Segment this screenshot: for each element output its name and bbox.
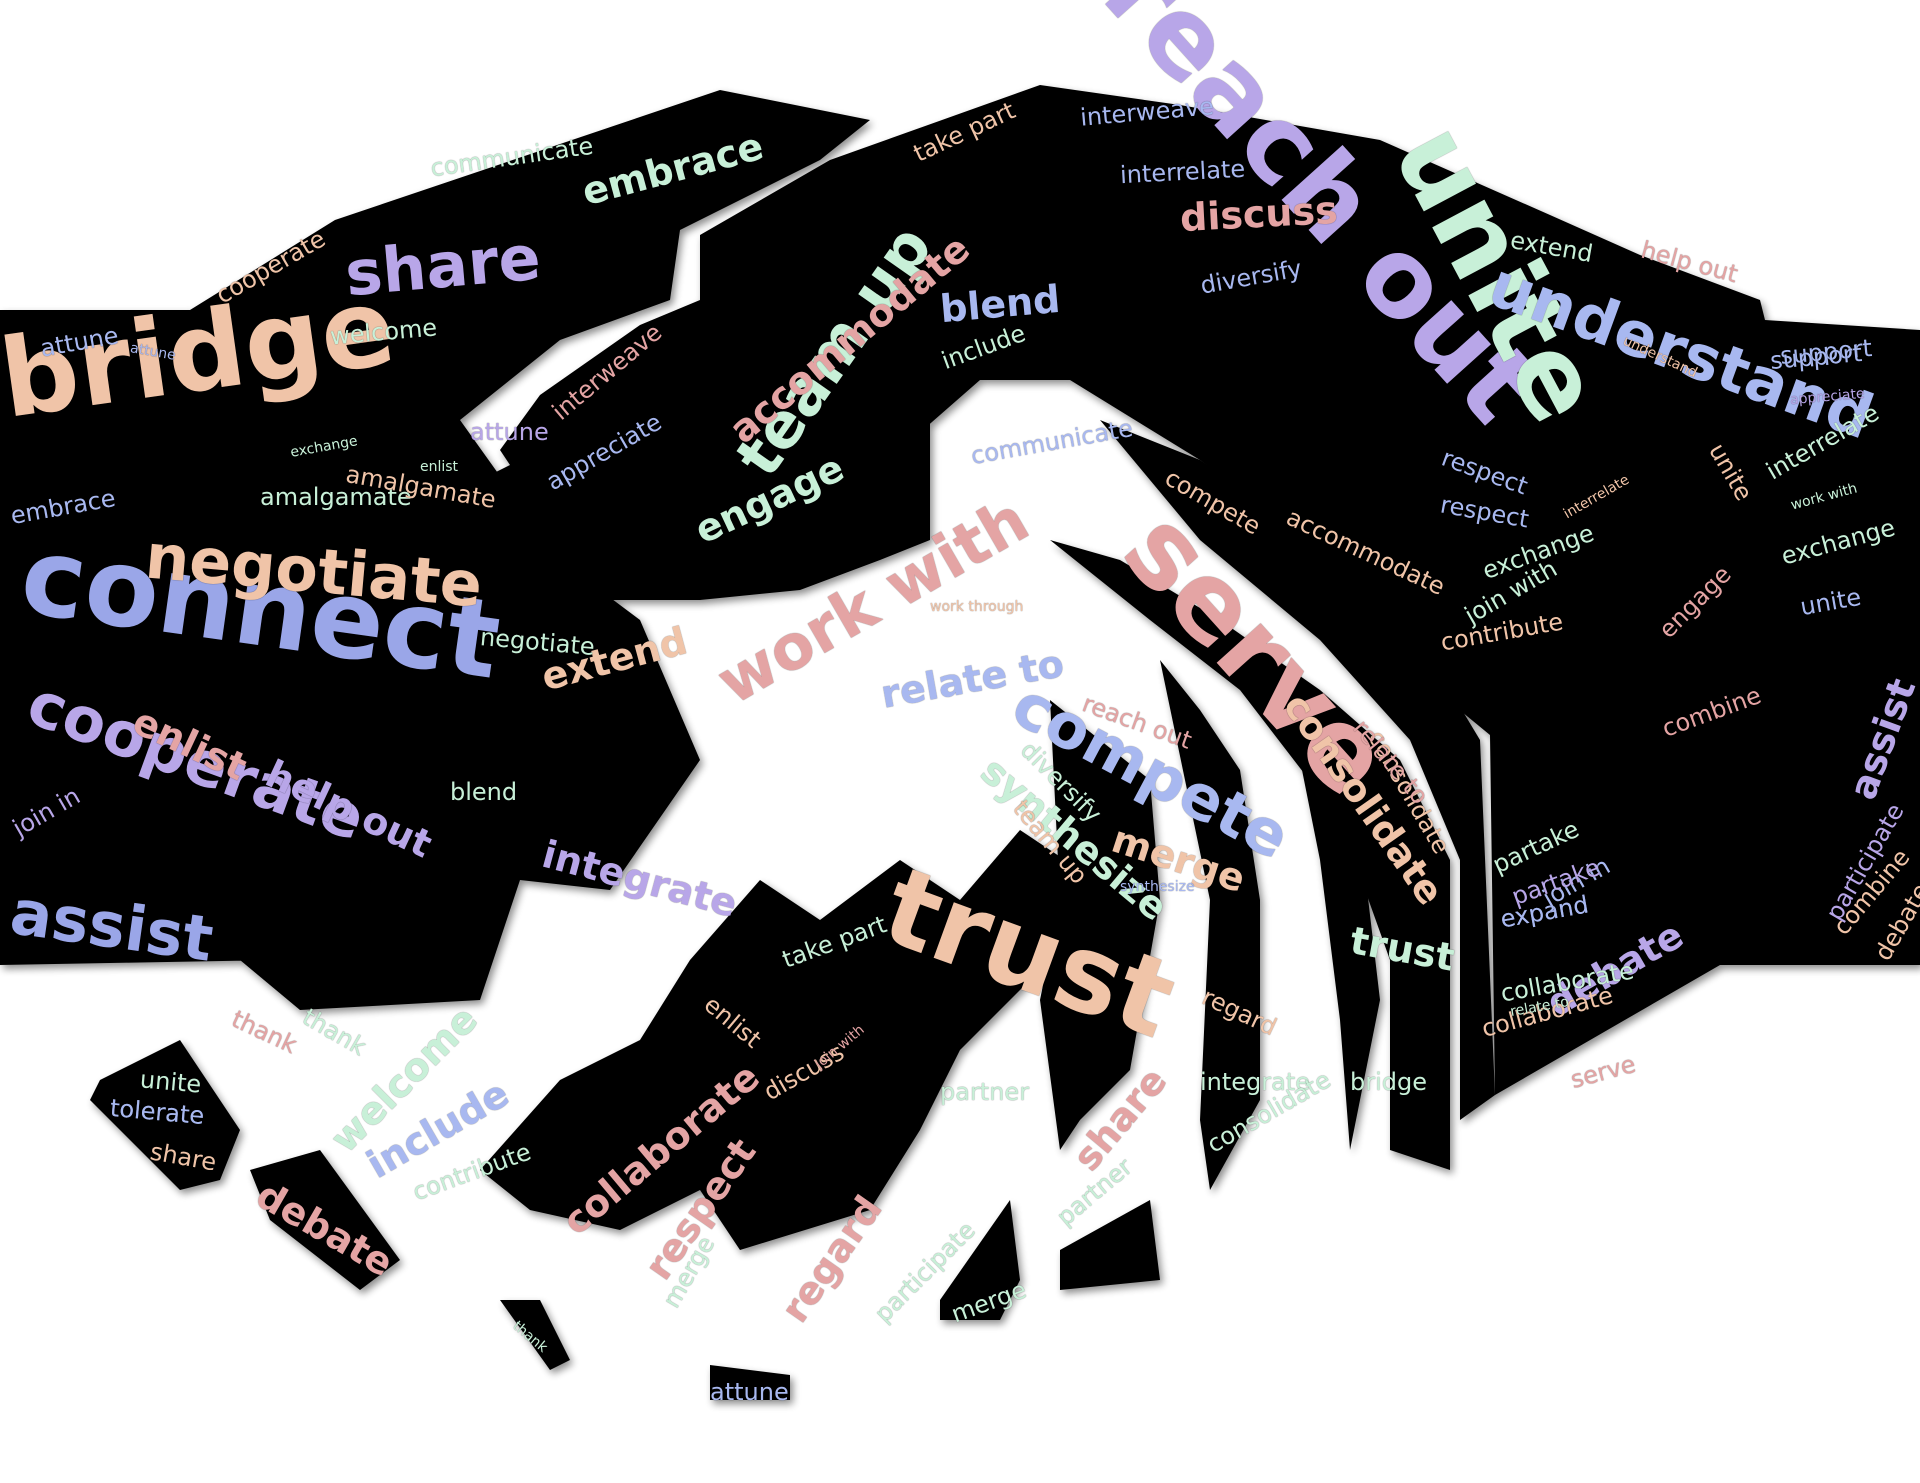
fragment-shape-3 bbox=[500, 1300, 570, 1370]
fragment-shape-4 bbox=[710, 1365, 790, 1400]
fragment-shape-2 bbox=[250, 1150, 400, 1290]
word-join-in: join in bbox=[7, 781, 85, 843]
finger-shape-2 bbox=[1040, 700, 1160, 1150]
word-discuss: discuss bbox=[1178, 187, 1339, 241]
word-merge: merge bbox=[947, 1275, 1031, 1329]
word-communicate: communicate bbox=[968, 413, 1135, 471]
word-combine: combine bbox=[1658, 681, 1765, 743]
finger-shape-3 bbox=[1160, 660, 1260, 1190]
word-assist: assist bbox=[1840, 672, 1920, 806]
word-interweave: interweave bbox=[546, 318, 668, 426]
word-thank: thank bbox=[509, 1318, 551, 1356]
finger-shape-1 bbox=[480, 830, 1080, 1250]
word-unite: unite bbox=[138, 1065, 203, 1099]
word-integrate: integrate bbox=[1200, 1068, 1311, 1096]
word-blend: blend bbox=[938, 276, 1062, 332]
word-enlist: enlist bbox=[420, 459, 459, 475]
word-serve: serve bbox=[1567, 1049, 1639, 1095]
word-respect: respect bbox=[1437, 443, 1532, 501]
word-help-out: help out bbox=[1638, 235, 1741, 289]
word-thank: thank bbox=[227, 1004, 302, 1060]
word-share: share bbox=[148, 1137, 219, 1177]
word-engage: engage bbox=[1653, 560, 1737, 644]
word-work-with: work with bbox=[1789, 480, 1859, 514]
word-communicate: communicate bbox=[428, 131, 595, 183]
fragment-shape-1 bbox=[90, 1040, 240, 1190]
word-enlist: enlist bbox=[698, 990, 767, 1054]
fragment-shape-6 bbox=[1060, 1200, 1160, 1290]
word-support: support bbox=[1768, 339, 1864, 375]
word-regard: regard bbox=[1197, 982, 1281, 1042]
word-trust: trust bbox=[1346, 918, 1458, 980]
word-partner: partner bbox=[940, 1078, 1030, 1106]
word-accommodate: accommodate bbox=[1282, 503, 1450, 601]
word-thank: thank bbox=[297, 1002, 371, 1062]
word-interrelate: interrelate bbox=[1119, 154, 1246, 190]
fragment-shape-5 bbox=[940, 1200, 1020, 1320]
word-interrelate: interrelate bbox=[1560, 471, 1633, 523]
right-arm-shape bbox=[500, 85, 1920, 1095]
finger-shape-5 bbox=[1050, 540, 1450, 1170]
finger-shape-6 bbox=[1100, 420, 1495, 1120]
word-take-part: take part bbox=[909, 96, 1020, 168]
word-work-through: work through bbox=[930, 599, 1024, 615]
thumb-shape bbox=[480, 360, 930, 600]
word-blend: blend bbox=[450, 778, 518, 806]
word-welcome: welcome bbox=[328, 313, 439, 351]
word-diversify: diversify bbox=[1198, 254, 1304, 300]
word-assist: assist bbox=[5, 875, 218, 976]
word-exchange: exchange bbox=[289, 433, 359, 461]
word-amalgamate: amalgamate bbox=[260, 483, 412, 511]
word-exchange: exchange bbox=[1778, 513, 1899, 571]
word-accommodate: accommodate bbox=[720, 226, 979, 452]
left-arm-shape bbox=[0, 90, 870, 1010]
word-unite: unite bbox=[1798, 582, 1864, 622]
word-attune: attune bbox=[710, 1378, 789, 1406]
word-bridge: bridge bbox=[1350, 1068, 1428, 1096]
word-unite: unite bbox=[1703, 438, 1759, 506]
word-attune: attune bbox=[470, 418, 549, 446]
word-contribute: contribute bbox=[1438, 607, 1566, 657]
word-tolerate: tolerate bbox=[108, 1093, 206, 1131]
word-embrace: embrace bbox=[577, 123, 768, 215]
word-integrate: integrate bbox=[537, 831, 742, 927]
word-share: share bbox=[342, 220, 544, 311]
word-synthesize: synthesize bbox=[1120, 879, 1195, 895]
word-debate: debate bbox=[249, 1172, 401, 1286]
